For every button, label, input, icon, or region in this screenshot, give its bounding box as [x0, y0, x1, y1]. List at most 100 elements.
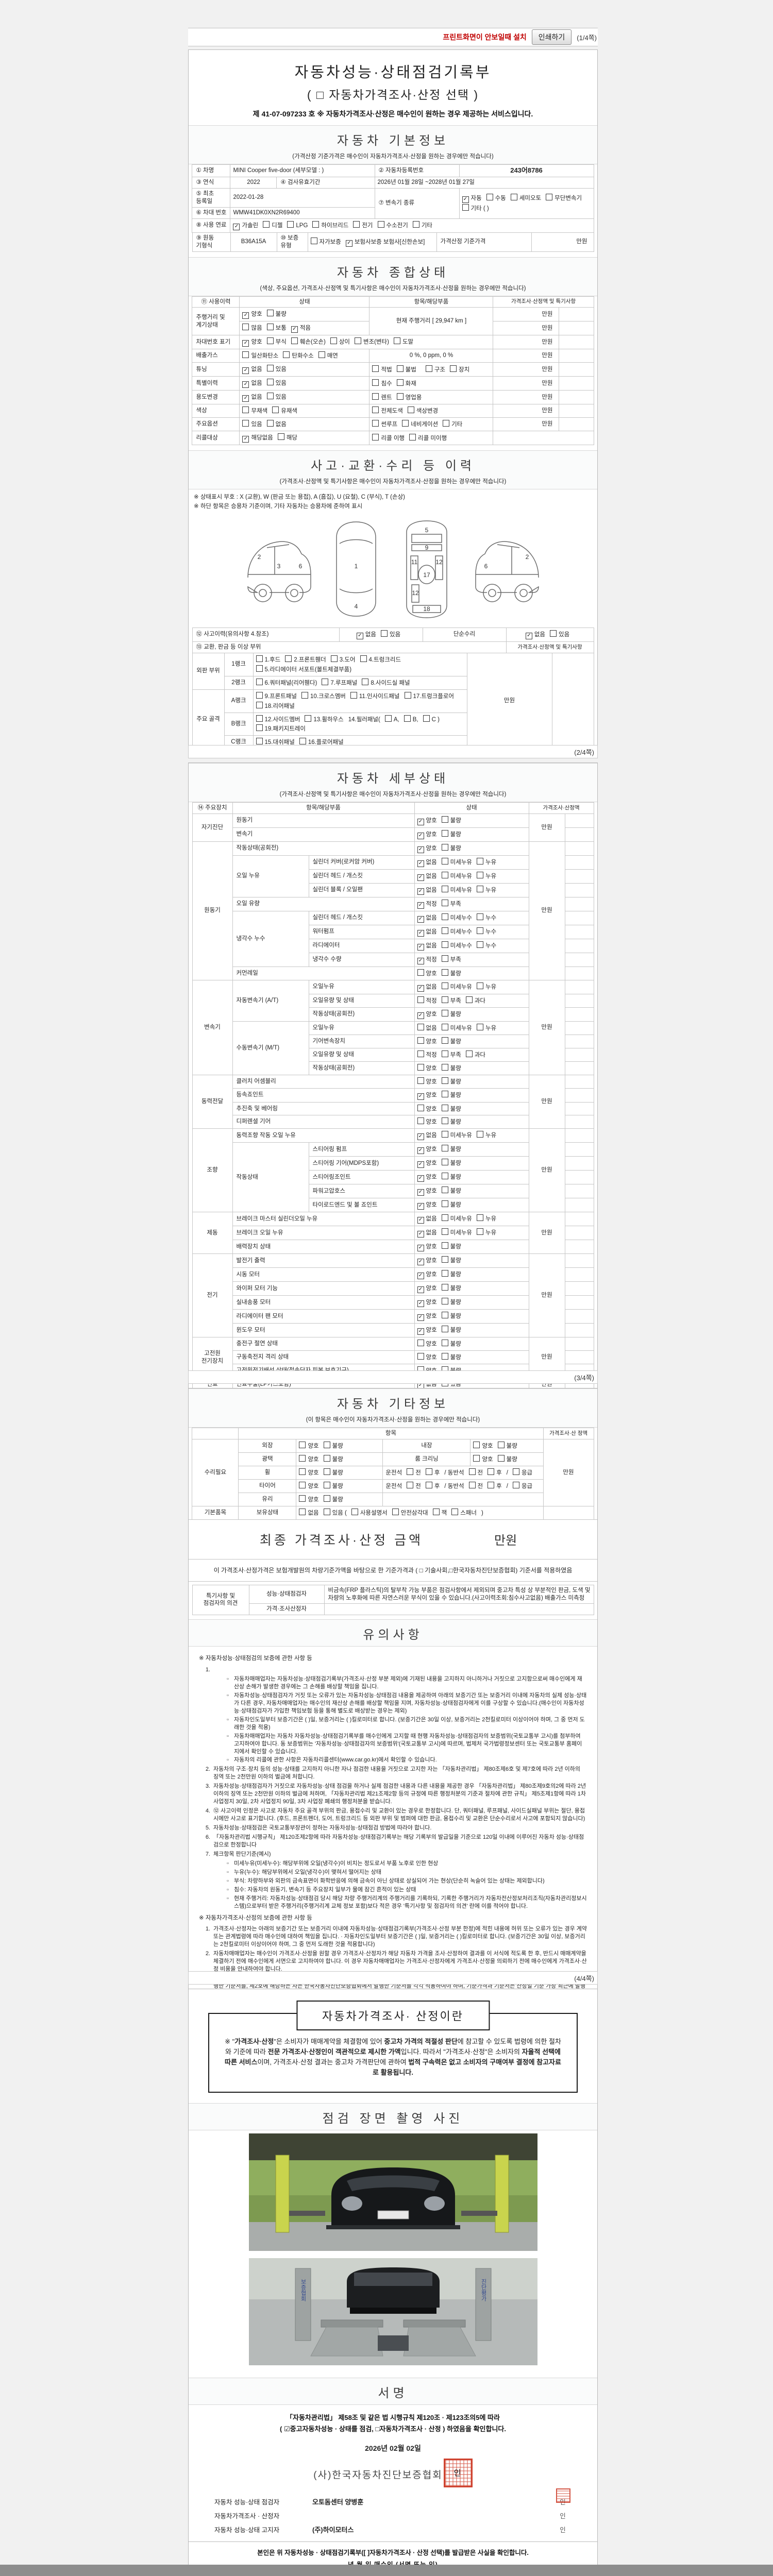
checkbox-4.트렁크리드[interactable]: 4.트렁크리드 [360, 655, 401, 665]
checkbox-미세누유[interactable]: 미세누유 [441, 1023, 472, 1033]
checkbox-가솔린[interactable]: ✓ 가솔린 [233, 222, 258, 231]
checkbox-적정[interactable]: 적정 [417, 996, 437, 1006]
checkbox-전기[interactable]: 전기 [353, 221, 373, 230]
checkbox-양호[interactable]: ✓ 양호 [417, 844, 437, 854]
checkbox-양호[interactable]: ✓ 양호 [417, 1298, 437, 1308]
checkbox-누유[interactable]: 누유 [477, 871, 496, 881]
checkbox-불량[interactable]: 불량 [323, 1454, 343, 1464]
checkbox-양호[interactable]: ✓ 양호 [242, 310, 262, 319]
checkbox-불량[interactable]: 불량 [441, 1117, 461, 1127]
checkbox-보험사보증 보험사[신한손보][interactable]: ✓ 보험사보증 보험사[신한손보] [345, 238, 425, 247]
checkbox-없음[interactable]: ✓ 없음 [417, 886, 437, 895]
checkbox-7.루프패널[interactable]: 7.루프패널 [322, 678, 357, 688]
checkbox-후[interactable]: 후 [425, 1468, 440, 1478]
checkbox-LPG[interactable]: LPG [287, 221, 308, 230]
checkbox-누유[interactable]: 누유 [477, 982, 496, 992]
checkbox-A,[interactable]: A, [384, 715, 399, 724]
checkbox-18.리어패널[interactable]: 18.리어패널 [256, 701, 295, 711]
checkbox-불량[interactable]: 불량 [441, 829, 461, 839]
checkbox-세미오토[interactable]: 세미오토 [510, 193, 541, 203]
checkbox-안전삼각대[interactable]: 안전삼각대 [392, 1508, 428, 1518]
checkbox-불량[interactable]: 불량 [441, 1158, 461, 1168]
checkbox-10.크로스멤버[interactable]: 10.크로스멤버 [301, 691, 346, 701]
checkbox-수소전기[interactable]: 수소전기 [377, 221, 408, 230]
checkbox-적법[interactable]: 적법 [372, 365, 392, 375]
checkbox-스패너[interactable]: 스패너 [451, 1508, 477, 1518]
checkbox-15.대쉬패널[interactable]: 15.대쉬패널 [256, 737, 295, 747]
checkbox-전체도색[interactable]: 전체도색 [372, 406, 403, 416]
checkbox-불법[interactable]: 불법 [396, 365, 416, 375]
checkbox-8.사이드실 패널[interactable]: 8.사이드실 패널 [362, 678, 410, 688]
checkbox-누유[interactable]: 누유 [477, 1228, 496, 1238]
checkbox-기타[interactable]: 기타 [443, 419, 462, 429]
checkbox-없음[interactable]: 없음 [299, 1508, 319, 1518]
checkbox-탄화수소[interactable]: 탄화수소 [283, 351, 314, 361]
checkbox-불량[interactable]: 불량 [441, 1297, 461, 1307]
checkbox-과다[interactable]: 과다 [465, 996, 485, 1006]
checkbox-불량[interactable]: 불량 [441, 843, 461, 853]
checkbox-전[interactable]: 전 [468, 1468, 483, 1478]
checkbox-후[interactable]: 후 [488, 1481, 502, 1491]
checkbox-양호[interactable]: 양호 [417, 1063, 437, 1073]
checkbox-없음[interactable]: ✓ 없음 [525, 631, 545, 640]
checkbox-잭[interactable]: 잭 [432, 1508, 447, 1518]
checkbox-양호[interactable]: ✓ 양호 [417, 1312, 437, 1321]
checkbox-전[interactable]: 전 [407, 1481, 421, 1491]
checkbox-불량[interactable]: 불량 [441, 1311, 461, 1321]
checkbox-없음[interactable]: 없음 [266, 419, 287, 429]
checkbox-무채색[interactable]: 무채색 [242, 406, 267, 416]
checkbox-있음 ([interactable]: 있음 ( [323, 1508, 347, 1518]
checkbox-있음[interactable]: 있음 [266, 378, 287, 388]
checkbox-기타[interactable]: 기타 [412, 221, 432, 230]
checkbox-보통[interactable]: 보통 [266, 323, 287, 333]
checkbox-3.도어[interactable]: 3.도어 [330, 655, 356, 665]
checkbox-네비게이션[interactable]: 네비게이션 [402, 419, 438, 429]
checkbox-양호[interactable]: ✓ 양호 [417, 1091, 437, 1100]
checkbox-없음[interactable]: ✓ 없음 [242, 365, 262, 375]
checkbox-없음[interactable]: ✓ 없음 [417, 914, 437, 923]
checkbox-양호[interactable]: 양호 [299, 1495, 319, 1504]
checkbox-디젤[interactable]: 디젤 [263, 221, 282, 230]
checkbox-불량[interactable]: 불량 [441, 1172, 461, 1182]
checkbox-누유[interactable]: 누유 [477, 885, 496, 895]
checkbox-불량[interactable]: 불량 [441, 969, 461, 978]
checkbox-9.프론트패널[interactable]: 9.프론트패널 [256, 691, 297, 701]
checkbox-있음[interactable]: 있음 [381, 630, 400, 639]
checkbox-12.사이드멤버[interactable]: 12.사이드멤버 [256, 715, 300, 724]
checkbox-양호[interactable]: 양호 [473, 1454, 493, 1464]
checkbox-양호[interactable]: 양호 [417, 1352, 437, 1362]
checkbox-썬루프[interactable]: 썬루프 [372, 419, 397, 429]
checkbox-양호[interactable]: ✓ 양호 [417, 831, 437, 840]
checkbox-C )[interactable]: C ) [423, 715, 440, 724]
checkbox-있음[interactable]: 있음 [266, 392, 287, 402]
checkbox-불량[interactable]: 불량 [323, 1441, 343, 1451]
checkbox-양호[interactable]: 양호 [417, 969, 437, 978]
checkbox-6.쿼터패널(리어휀다)[interactable]: 6.쿼터패널(리어휀다) [256, 678, 317, 688]
checkbox-불량[interactable]: 불량 [441, 1144, 461, 1154]
checkbox-장치[interactable]: 장치 [450, 365, 469, 375]
checkbox-화재[interactable]: 화재 [396, 379, 416, 388]
checkbox-후[interactable]: 후 [488, 1468, 502, 1478]
checkbox-자가보증[interactable]: 자가보증 [310, 237, 341, 247]
checkbox-양호[interactable]: 양호 [417, 1104, 437, 1114]
checkbox-누수[interactable]: 누수 [477, 941, 496, 951]
checkbox-양호[interactable]: ✓ 양호 [417, 1173, 437, 1182]
checkbox-미세누유[interactable]: 미세누유 [441, 1214, 472, 1224]
print-button[interactable]: 인쇄하기 [531, 29, 572, 45]
checkbox-불량[interactable]: 불량 [441, 1090, 461, 1100]
checkbox-응급[interactable]: 응급 [512, 1481, 532, 1491]
checkbox-누수[interactable]: 누수 [477, 913, 496, 923]
checkbox-없음[interactable]: ✓ 없음 [356, 631, 376, 640]
checkbox-부족[interactable]: 부족 [441, 996, 461, 1006]
checkbox-불량[interactable]: 불량 [441, 816, 461, 825]
checkbox-미세누수[interactable]: 미세누수 [441, 927, 472, 937]
checkbox-렌트[interactable]: 렌트 [372, 393, 392, 402]
checkbox-양호[interactable]: ✓ 양호 [417, 1010, 437, 1020]
checkbox-불량[interactable]: 불량 [323, 1468, 343, 1478]
checkbox-미세누유[interactable]: 미세누유 [441, 1228, 472, 1238]
checkbox-양호[interactable]: 양호 [299, 1468, 319, 1478]
checkbox-없음[interactable]: ✓ 없음 [242, 379, 262, 388]
checkbox-누유[interactable]: 누유 [477, 1130, 496, 1140]
checkbox-적정[interactable]: ✓ 적정 [417, 900, 437, 909]
checkbox-부족[interactable]: 부족 [441, 1050, 461, 1060]
